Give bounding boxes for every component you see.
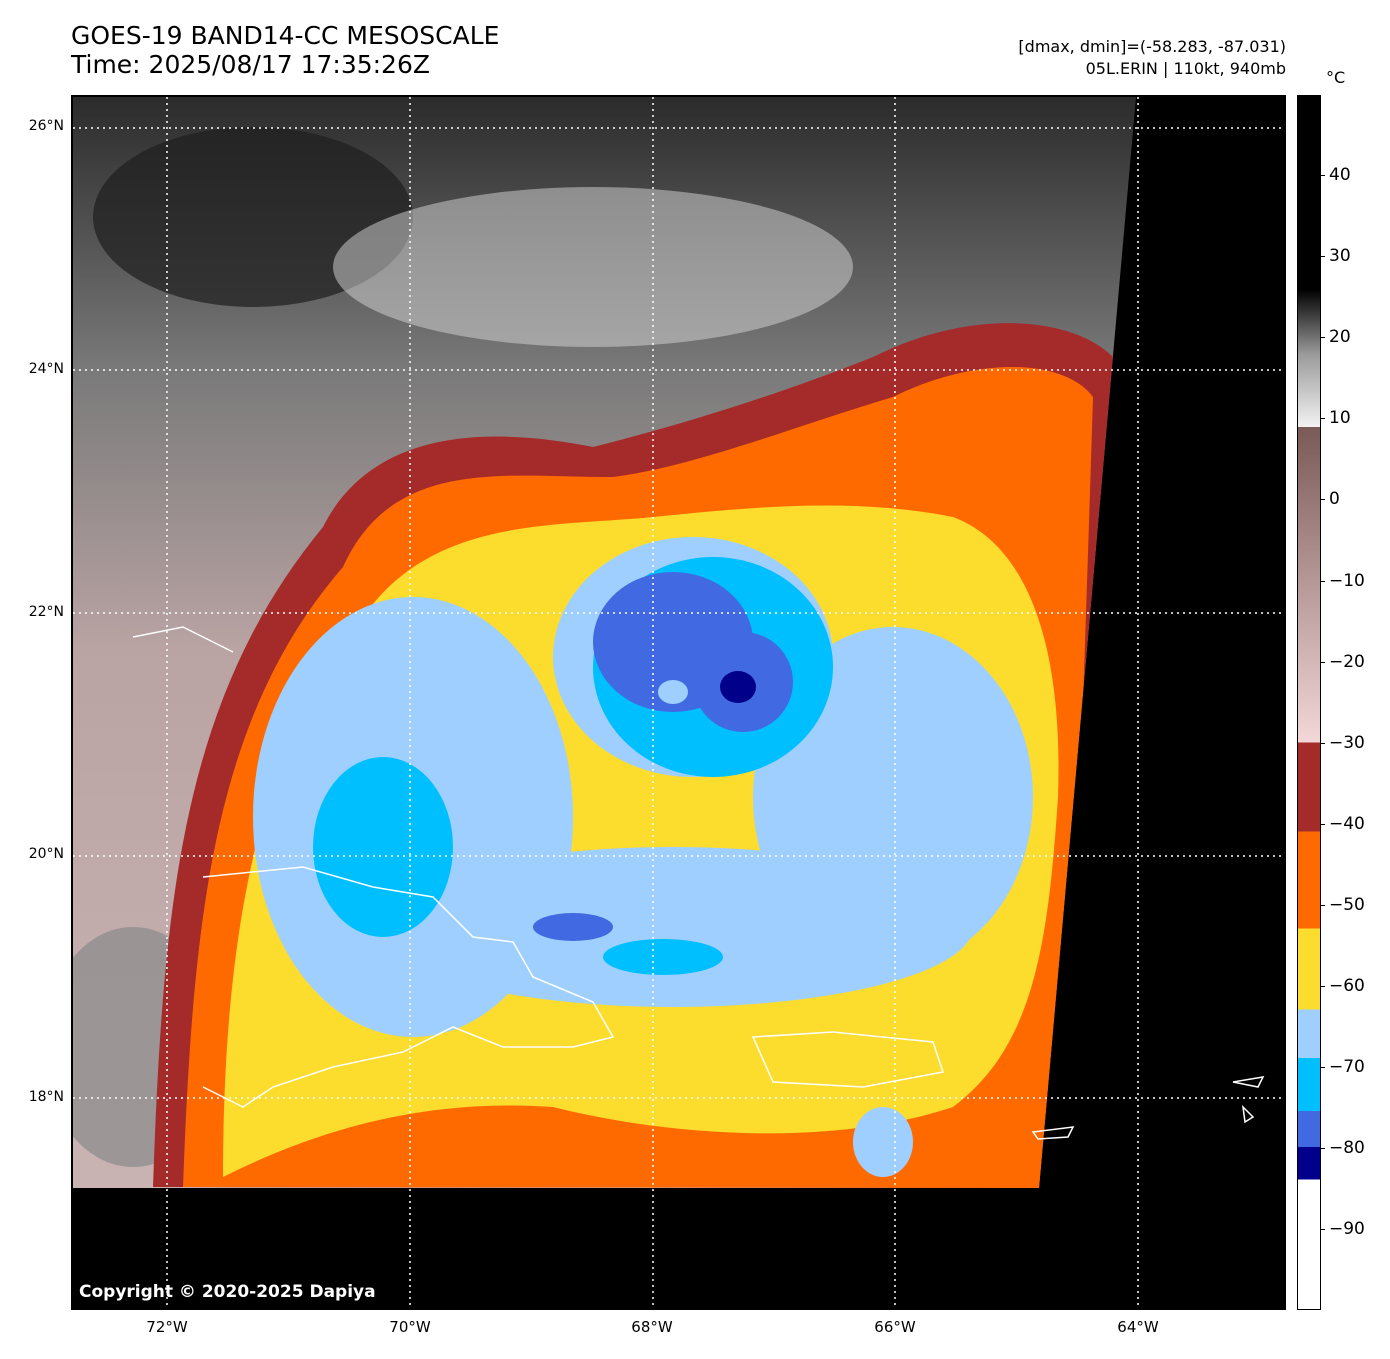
- colorbar-tick-mark: [1321, 580, 1325, 582]
- colorbar-tick-label: 0: [1329, 489, 1340, 510]
- colorbar-tick-mark: [1321, 418, 1325, 420]
- colorbar-tick-mark: [1321, 904, 1325, 906]
- lat-label-24: 24°N: [28, 361, 64, 377]
- colorbar-tick-label: −90: [1329, 1218, 1365, 1239]
- colorbar-tick-label: 10: [1329, 408, 1351, 429]
- lat-label-26: 26°N: [28, 118, 64, 134]
- data-range: [dmax, dmin]=(-58.283, -87.031): [1018, 37, 1286, 56]
- ir-imagery: [73, 97, 1284, 1308]
- satellite-swath: [73, 97, 1136, 1188]
- colorbar-tick-label: −60: [1329, 975, 1365, 996]
- colorbar-tick-label: 40: [1329, 165, 1351, 186]
- colorbar-tick-label: −30: [1329, 732, 1365, 753]
- colorbar-tick-mark: [1321, 1228, 1325, 1230]
- colorbar-tick-mark: [1321, 1066, 1325, 1068]
- colorbar-tick-mark: [1321, 823, 1325, 825]
- lon-label-70: 70°W: [389, 1318, 431, 1336]
- lon-label-66: 66°W: [874, 1318, 916, 1336]
- colorbar-tick-label: −10: [1329, 570, 1365, 591]
- colorbar-tick-mark: [1321, 337, 1325, 339]
- colorbar-tick-label: −20: [1329, 651, 1365, 672]
- colorbar-tick-mark: [1321, 742, 1325, 744]
- lon-label-72: 72°W: [146, 1318, 188, 1336]
- copyright-notice: Copyright © 2020-2025 Dapiya: [79, 1282, 376, 1302]
- lat-label-18: 18°N: [28, 1089, 64, 1105]
- colorbar-tick-label: −50: [1329, 894, 1365, 915]
- colorbar-tick-mark: [1321, 256, 1325, 258]
- colorbar-unit: °C: [1326, 68, 1346, 87]
- colorbar-tick-mark: [1321, 175, 1325, 177]
- timestamp: Time: 2025/08/17 17:35:26Z: [71, 50, 430, 79]
- colorbar-tick-label: 30: [1329, 246, 1351, 267]
- lat-label-20: 20°N: [28, 846, 64, 862]
- colorbar-tick-mark: [1321, 661, 1325, 663]
- lat-label-22: 22°N: [28, 604, 64, 620]
- colorbar-tick-label: −40: [1329, 813, 1365, 834]
- chart-title: GOES-19 BAND14-CC MESOSCALE: [71, 21, 500, 50]
- colorbar-tick-mark: [1321, 985, 1325, 987]
- colorbar-tick-label: −80: [1329, 1137, 1365, 1158]
- temperature-colorbar: [1297, 95, 1321, 1310]
- colorbar-tick-mark: [1321, 1147, 1325, 1149]
- storm-info: 05L.ERIN | 110kt, 940mb: [1085, 59, 1286, 78]
- lon-label-68: 68°W: [631, 1318, 673, 1336]
- colorbar-tick-label: 20: [1329, 327, 1351, 348]
- lon-label-64: 64°W: [1117, 1318, 1159, 1336]
- satellite-map[interactable]: Copyright © 2020-2025 Dapiya: [71, 95, 1286, 1310]
- colorbar-tick-label: −70: [1329, 1056, 1365, 1077]
- colorbar-tick-mark: [1321, 499, 1325, 501]
- map-gridlines: [73, 97, 1284, 1308]
